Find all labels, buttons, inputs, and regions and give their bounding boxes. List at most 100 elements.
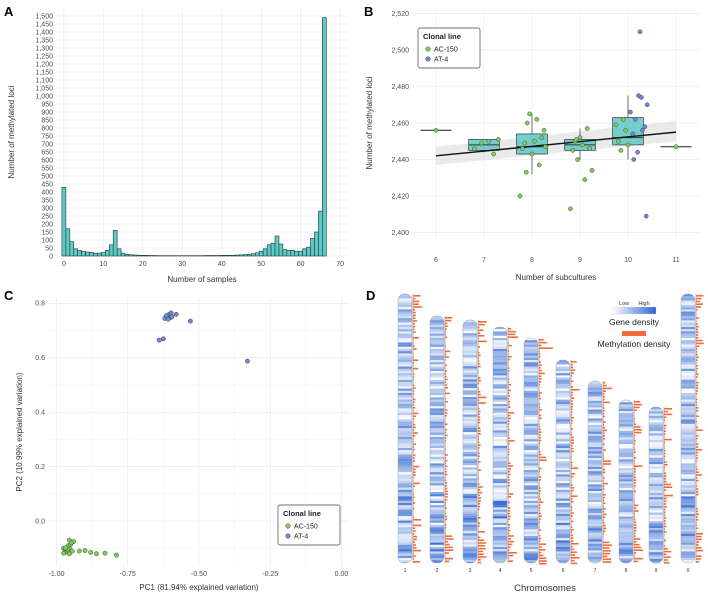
gene-band <box>649 528 663 530</box>
gene-band <box>524 540 538 542</box>
gene-band <box>588 491 602 493</box>
gene-band <box>493 334 507 336</box>
gene-band <box>524 413 538 415</box>
methylation-spike <box>539 403 540 405</box>
gene-band <box>430 472 444 474</box>
gene-band <box>463 382 477 384</box>
methylation-spike <box>508 328 511 330</box>
gene-band <box>463 430 477 432</box>
methylation-spike <box>413 539 417 541</box>
gene-band <box>524 556 538 558</box>
methylation-spike <box>539 448 540 450</box>
gene-band <box>493 507 507 509</box>
gene-band <box>681 507 695 509</box>
gene-band <box>524 371 538 373</box>
gene-band <box>398 375 412 377</box>
gene-band <box>524 457 538 459</box>
gene-band <box>398 492 412 494</box>
y-tick-label: 2,520 <box>391 11 409 18</box>
histogram-bar <box>86 252 90 256</box>
gene-band <box>398 413 412 415</box>
methylation-spike <box>445 516 447 518</box>
gene-band <box>463 386 477 388</box>
methylation-spike <box>696 474 702 476</box>
methylation-spike <box>539 507 540 509</box>
gene-band <box>649 460 663 462</box>
gene-band <box>649 418 663 420</box>
data-point <box>83 548 87 552</box>
methylation-spike <box>445 415 447 417</box>
methylation-spike <box>445 337 447 339</box>
gene-band <box>588 469 602 471</box>
methylation-spike <box>603 508 606 510</box>
methylation-spike <box>478 383 479 385</box>
gene-band <box>430 417 444 419</box>
methylation-spike <box>696 491 698 493</box>
gene-band <box>524 369 538 371</box>
gene-band <box>398 448 412 450</box>
methylation-spike <box>445 409 448 411</box>
methylation-spike <box>664 411 668 413</box>
gene-band <box>556 477 570 479</box>
gene-band <box>681 305 695 307</box>
methylation-spike <box>696 539 702 541</box>
gene-band <box>524 382 538 384</box>
gene-band <box>649 493 663 495</box>
histogram-bar <box>283 250 287 256</box>
methylation-spike <box>478 455 480 457</box>
methylation-spike <box>508 334 515 336</box>
gene-band <box>556 494 570 496</box>
gene-band <box>398 518 412 520</box>
gene-band <box>398 358 412 360</box>
methylation-spike <box>413 460 415 462</box>
gene-band <box>588 405 602 407</box>
histogram-bar <box>275 236 279 256</box>
methylation-spike <box>603 544 612 546</box>
gene-band <box>681 334 695 336</box>
methylation-spike <box>571 487 574 489</box>
methylation-spike <box>539 353 540 355</box>
gene-band <box>430 448 444 450</box>
gene-band <box>398 369 412 371</box>
methylation-spike <box>445 482 447 484</box>
gene-band <box>681 353 695 355</box>
gene-band <box>493 347 507 349</box>
methylation-spike <box>413 474 416 476</box>
gene-band <box>463 472 477 474</box>
methylation-spike <box>664 439 672 441</box>
gene-band <box>556 417 570 419</box>
chromosome-8: 8 <box>619 400 643 574</box>
methylation-spike <box>413 401 415 403</box>
histogram-bar <box>318 211 322 256</box>
gene-band <box>493 378 507 380</box>
gene-band <box>463 448 477 450</box>
gene-density-bands <box>681 294 695 565</box>
y-tick-label: 2,480 <box>391 84 409 91</box>
gene-band <box>430 397 444 399</box>
gene-band <box>649 488 663 490</box>
gene-band <box>649 480 663 482</box>
methylation-spike <box>696 317 699 319</box>
methylation-spike <box>696 306 701 308</box>
methylation-spike <box>508 549 510 551</box>
gene-band <box>493 364 507 366</box>
y-tick-label: 1,100 <box>35 77 53 84</box>
gene-band <box>556 367 570 369</box>
gene-band <box>430 547 444 549</box>
gene-band <box>681 521 695 523</box>
gene-band <box>493 422 507 424</box>
data-point <box>161 337 165 341</box>
gene-band <box>649 475 663 477</box>
gene-band <box>398 503 412 505</box>
gene-band <box>649 552 663 554</box>
gene-band <box>588 427 602 429</box>
methylation-spike <box>571 535 573 537</box>
gene-band <box>649 451 663 453</box>
gene-band <box>588 423 602 425</box>
methylation-spike <box>539 370 542 372</box>
chromosome-4: 4 <box>493 327 518 574</box>
methylation-spike <box>413 312 416 314</box>
gene-band <box>493 499 507 501</box>
methylation-spike <box>508 560 513 562</box>
gene-band <box>463 470 477 472</box>
